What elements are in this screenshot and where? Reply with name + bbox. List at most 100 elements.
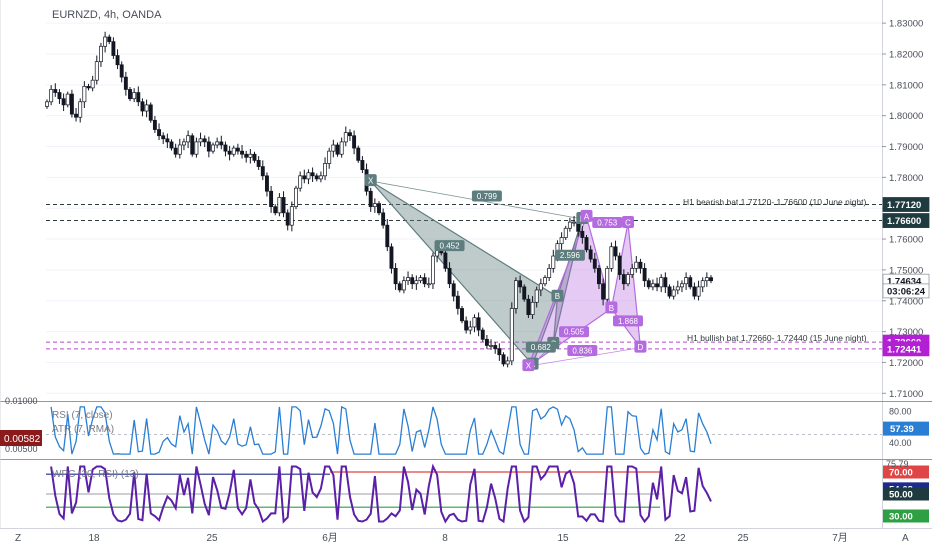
timezone-button[interactable]: Z — [15, 533, 21, 544]
candle[interactable] — [331, 139, 336, 158]
candle[interactable] — [339, 137, 344, 158]
candle[interactable] — [260, 160, 265, 181]
candle[interactable] — [480, 327, 485, 342]
price-tag[interactable]: 1.77120 — [882, 197, 930, 212]
candle[interactable] — [94, 55, 99, 85]
candle[interactable] — [563, 225, 568, 240]
candle[interactable] — [601, 278, 606, 306]
bullish-bat-point-x[interactable]: X — [522, 359, 535, 372]
atr-legend[interactable]: ATR (7, RMA) — [52, 424, 114, 435]
candle[interactable] — [667, 284, 672, 299]
candle[interactable] — [455, 290, 460, 315]
bearish-bat-ratio-label[interactable]: 0.452 — [434, 240, 465, 252]
candle[interactable] — [650, 279, 655, 291]
candle[interactable] — [136, 86, 141, 107]
candle[interactable] — [692, 282, 697, 300]
candle[interactable] — [572, 215, 577, 227]
candle[interactable] — [82, 81, 87, 108]
candle[interactable] — [534, 286, 539, 308]
candle[interactable] — [294, 185, 298, 210]
candle[interactable] — [86, 83, 91, 91]
candle[interactable] — [464, 316, 469, 334]
candle[interactable] — [123, 71, 128, 96]
candle[interactable] — [389, 243, 394, 274]
candle[interactable] — [368, 187, 373, 212]
candle[interactable] — [372, 198, 377, 213]
candle[interactable] — [476, 312, 481, 337]
candle[interactable] — [472, 314, 477, 333]
wpc-tag[interactable]: 30.00 — [883, 509, 929, 523]
bullish-bat-point-b[interactable]: B — [605, 301, 618, 314]
candle[interactable] — [244, 150, 249, 163]
candle[interactable] — [547, 264, 552, 282]
price-tag[interactable]: 1.72441 — [882, 341, 930, 357]
candle[interactable] — [630, 264, 635, 278]
candle[interactable] — [696, 280, 701, 301]
candle[interactable] — [406, 271, 411, 286]
candle[interactable] — [414, 275, 419, 290]
candle[interactable] — [538, 278, 543, 297]
candle[interactable] — [493, 342, 498, 354]
candle[interactable] — [215, 137, 220, 149]
candle[interactable] — [352, 130, 357, 155]
candle[interactable] — [505, 356, 510, 368]
wpc-tag[interactable]: 50.00 — [883, 487, 929, 501]
candle[interactable] — [418, 275, 423, 284]
bearish-bat-ratio-label[interactable]: 2.596 — [554, 249, 585, 261]
candle[interactable] — [426, 277, 431, 289]
candle[interactable] — [513, 277, 518, 314]
candle[interactable] — [173, 143, 178, 158]
candle[interactable] — [318, 171, 323, 183]
candle[interactable] — [107, 34, 112, 45]
rsi-value-tag[interactable]: 57.39 — [883, 421, 929, 436]
candle[interactable] — [343, 126, 348, 147]
candle[interactable] — [580, 226, 585, 244]
candle[interactable] — [57, 89, 62, 104]
candle[interactable] — [588, 245, 593, 263]
candle[interactable] — [206, 136, 211, 158]
time-axis[interactable]: 18 25 6月 8 15 22 25 7月 — [88, 532, 847, 544]
bullish-bat-ratio-label[interactable]: 1.868 — [613, 315, 643, 327]
rsi-legend[interactable]: RSI (7, close) — [52, 410, 113, 421]
price-tag[interactable]: 03:06:24 — [882, 283, 930, 299]
candle[interactable] — [646, 278, 651, 290]
candle[interactable] — [152, 115, 157, 133]
candle[interactable] — [327, 147, 332, 169]
candle[interactable] — [393, 263, 398, 290]
candle[interactable] — [194, 137, 199, 158]
candle[interactable] — [302, 169, 307, 184]
bearish-bat-ratio-label[interactable]: 0.799 — [471, 190, 502, 202]
candle[interactable] — [53, 83, 58, 97]
candle[interactable] — [98, 42, 103, 67]
candle[interactable] — [219, 135, 224, 150]
candle[interactable] — [190, 133, 195, 157]
candle[interactable] — [211, 142, 215, 154]
bullish-bat-point-c[interactable]: C — [622, 216, 634, 229]
candle[interactable] — [377, 201, 381, 216]
bullish-bat-point-d[interactable]: D — [634, 340, 647, 353]
candle[interactable] — [335, 142, 340, 157]
candle[interactable] — [157, 123, 161, 141]
candlestick-series[interactable] — [45, 31, 713, 368]
candle[interactable] — [526, 294, 531, 319]
candle[interactable] — [567, 217, 572, 232]
price-axis[interactable]: 1.83000 1.82000 1.81000 1.80000 1.79000 1.780… — [882, 19, 930, 400]
candle[interactable] — [269, 186, 274, 213]
candle[interactable] — [609, 242, 614, 272]
candle[interactable] — [410, 274, 415, 290]
candle[interactable] — [69, 89, 74, 118]
candle[interactable] — [385, 219, 390, 252]
candle[interactable] — [497, 343, 502, 361]
candle[interactable] — [431, 252, 435, 290]
candle[interactable] — [186, 130, 191, 149]
candle[interactable] — [103, 31, 108, 53]
candle[interactable] — [273, 204, 278, 216]
candle[interactable] — [65, 91, 70, 108]
candle[interactable] — [148, 102, 153, 123]
candle[interactable] — [709, 275, 713, 284]
candle[interactable] — [468, 320, 473, 335]
candle[interactable] — [281, 191, 286, 218]
